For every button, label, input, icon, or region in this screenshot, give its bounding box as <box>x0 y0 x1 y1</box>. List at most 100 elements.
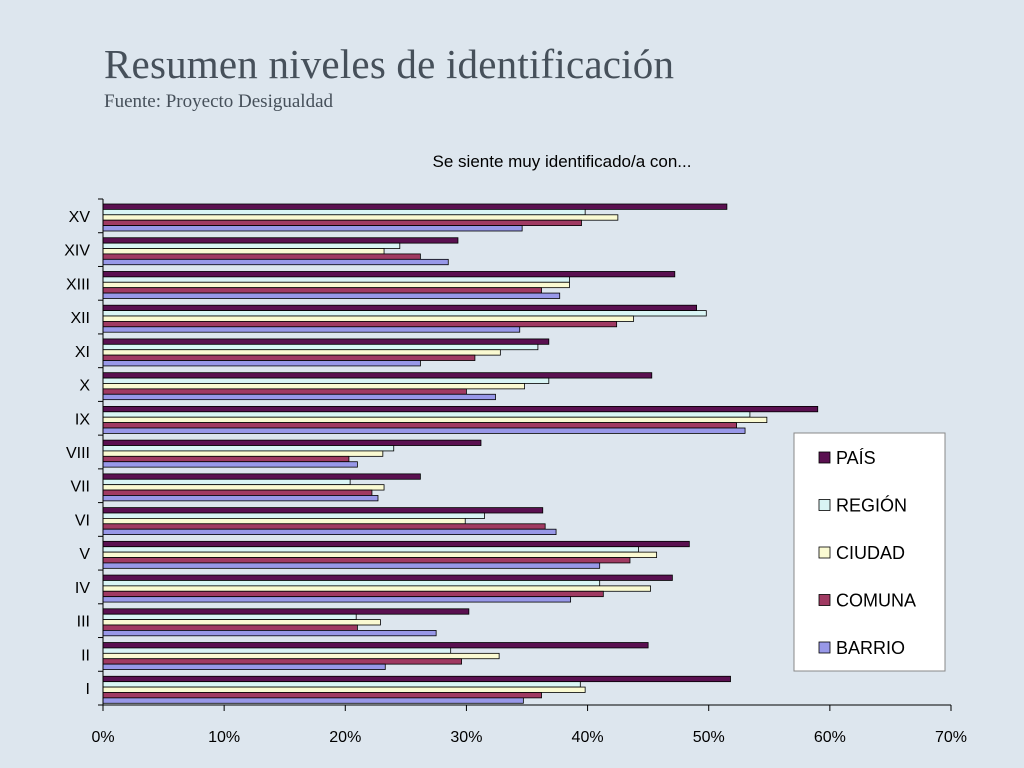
x-tick-label: 30% <box>450 729 482 746</box>
x-tick-label: 40% <box>572 729 604 746</box>
legend-swatch <box>818 499 831 511</box>
bar <box>102 203 728 210</box>
bar <box>102 647 452 654</box>
bar <box>102 630 437 637</box>
bar <box>102 473 421 480</box>
bar <box>102 590 604 598</box>
bar <box>102 287 542 294</box>
legend: PAÍS REGIÓN CIUDAD COMUNA BARRIO <box>793 432 946 672</box>
bar <box>102 388 467 395</box>
bar <box>102 416 768 424</box>
bar <box>102 354 476 361</box>
bar <box>102 574 673 581</box>
bar <box>102 271 676 278</box>
bar <box>102 248 385 255</box>
bar <box>102 320 618 328</box>
bar <box>102 276 570 283</box>
y-tick-label: I <box>86 681 90 698</box>
x-tick-label: 20% <box>329 729 361 746</box>
bar <box>102 608 470 615</box>
bar <box>102 208 586 216</box>
bar <box>102 349 501 356</box>
bar <box>102 343 539 351</box>
bar <box>102 292 561 299</box>
bar <box>102 681 581 688</box>
legend-swatch <box>818 641 831 654</box>
y-tick-label: XI <box>75 344 90 361</box>
bar <box>102 242 401 249</box>
y-tick-label: III <box>77 614 90 631</box>
bar <box>102 518 466 525</box>
legend-swatch <box>818 451 831 464</box>
bar <box>102 624 358 631</box>
bar <box>102 405 819 413</box>
legend-label: COMUNA <box>836 591 916 611</box>
bar <box>102 281 570 289</box>
legend-label: REGIÓN <box>836 495 907 516</box>
bar <box>102 489 373 496</box>
bar <box>102 450 384 457</box>
bar <box>102 310 707 317</box>
slide-title: Resumen niveles de identificación <box>104 41 675 87</box>
bar <box>102 580 601 587</box>
bar <box>102 692 542 699</box>
bar <box>102 393 496 401</box>
bar <box>102 338 550 345</box>
bar <box>102 512 486 519</box>
y-tick-label: XV <box>69 209 91 226</box>
y-tick-label: IV <box>75 580 90 597</box>
bar <box>102 258 449 266</box>
bar <box>102 507 544 514</box>
bar <box>102 445 395 452</box>
bar <box>102 422 737 429</box>
bar <box>102 652 500 660</box>
x-tick-label: 10% <box>208 729 240 746</box>
bar <box>102 253 421 260</box>
bar <box>102 237 459 244</box>
y-tick-label: XII <box>70 310 90 327</box>
bar <box>102 315 635 322</box>
legend-swatch <box>818 594 831 606</box>
x-tick-label: 60% <box>814 729 846 746</box>
bar <box>102 495 379 502</box>
bar <box>102 523 546 530</box>
bar <box>102 214 619 221</box>
legend-label: PAÍS <box>836 448 876 468</box>
bar <box>102 658 462 665</box>
chart-title: Se siente muy identificado/a con... <box>433 152 692 171</box>
bar <box>102 219 582 226</box>
bar <box>102 585 651 592</box>
bar <box>102 360 421 367</box>
y-tick-label: IX <box>75 411 90 428</box>
bar <box>102 551 658 558</box>
bar <box>102 478 351 486</box>
y-tick-label: V <box>79 546 90 563</box>
bar <box>102 225 523 232</box>
bar <box>102 613 357 621</box>
bar <box>102 455 350 463</box>
y-tick-label: VII <box>70 479 90 496</box>
bar <box>102 326 521 333</box>
bar <box>102 528 557 536</box>
y-tick-label: VI <box>75 512 90 529</box>
bar <box>102 675 731 683</box>
y-tick-label: VIII <box>66 445 90 462</box>
bar <box>102 383 525 390</box>
bar <box>102 439 482 446</box>
bar <box>102 377 550 384</box>
y-tick-label: X <box>79 378 90 395</box>
bar <box>102 372 653 379</box>
bar <box>102 562 601 569</box>
bar <box>102 686 586 693</box>
bar <box>102 546 639 553</box>
bar <box>102 697 524 704</box>
bar <box>102 596 572 603</box>
x-tick-label: 70% <box>935 729 967 746</box>
legend-label: CIUDAD <box>836 543 905 563</box>
y-tick-label: XIV <box>64 243 90 260</box>
x-tick-label: 50% <box>693 729 725 746</box>
bar <box>102 461 358 468</box>
bar <box>102 642 649 649</box>
